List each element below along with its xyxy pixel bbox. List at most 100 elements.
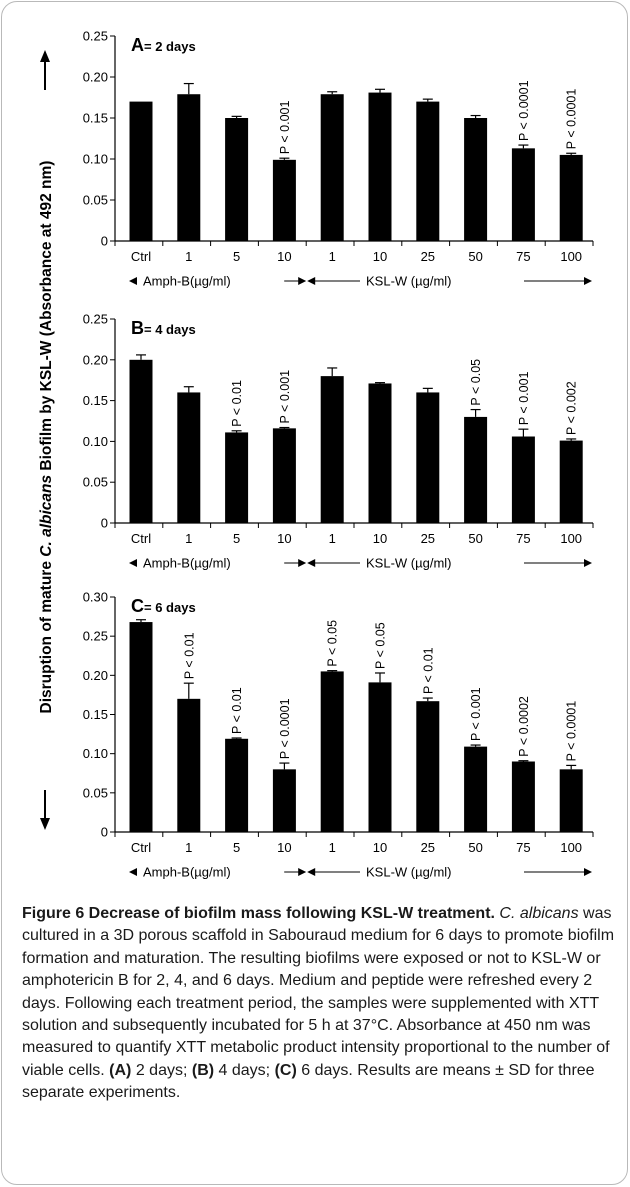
- y-tick-label: 0.10: [83, 434, 108, 449]
- bar: [129, 622, 153, 832]
- x-tick-label: 25: [421, 531, 435, 546]
- p-value-annotation: P < 0.01: [230, 380, 244, 427]
- bar: [272, 428, 296, 523]
- x-tick-label: 1: [185, 531, 192, 546]
- bar: [464, 416, 488, 523]
- bar: [225, 432, 249, 523]
- bar: [559, 769, 583, 832]
- y-tick-label: 0.25: [83, 29, 108, 44]
- x-tick-label: 100: [560, 840, 582, 855]
- caption-panel-a-label: (A): [109, 1061, 132, 1079]
- group-arrow-right: [584, 868, 592, 876]
- group-arrow-right: [298, 559, 307, 567]
- x-tick-label: 1: [329, 840, 336, 855]
- group-arrow-left: [129, 868, 137, 876]
- caption-panel-b-text: 4 days;: [214, 1061, 275, 1079]
- group-arrow-right: [298, 277, 307, 285]
- x-tick-label: 10: [373, 531, 387, 546]
- x-tick-label: 100: [560, 531, 582, 546]
- x-tick-label: 10: [373, 840, 387, 855]
- caption-panel-b-label: (B): [191, 1061, 215, 1079]
- bar: [177, 698, 201, 832]
- x-tick-label: 5: [233, 840, 240, 855]
- x-tick-label: 1: [329, 531, 336, 546]
- bar: [225, 738, 249, 832]
- y-tick-label: 0.20: [83, 668, 108, 683]
- y-tick-label: 0.25: [83, 629, 108, 644]
- bar: [320, 671, 344, 832]
- x-tick-label: 25: [421, 249, 435, 264]
- x-tick-label: Ctrl: [131, 249, 151, 264]
- x-tick-label: 5: [233, 531, 240, 546]
- group-arrow-right: [584, 277, 592, 285]
- group-label-ksl: KSL-W (µg/ml): [366, 274, 452, 289]
- p-value-annotation: P < 0.002: [565, 381, 579, 435]
- group-label-ksl: KSL-W (µg/ml): [366, 556, 452, 571]
- panel-a: A= 2 days 0 0.05 0.10 0.15 0.20 0.25 Ctrl 1 5 10 P …: [83, 29, 594, 289]
- group-arrow-right: [298, 868, 307, 876]
- p-value-annotation: P < 0.001: [469, 687, 483, 741]
- bar: [511, 761, 535, 832]
- y-tick-label: 0.25: [83, 312, 108, 327]
- bar: [511, 148, 535, 241]
- x-tick-label: Ctrl: [131, 531, 151, 546]
- caption-species: C. albicans: [499, 905, 579, 922]
- x-tick-label: 10: [277, 531, 291, 546]
- x-tick-label: 1: [329, 249, 336, 264]
- p-value-annotation: P < 0.0001: [517, 80, 531, 141]
- caption-body: was cultured in a 3D porous scaffold in …: [22, 905, 615, 1079]
- x-tick-label: 10: [277, 840, 291, 855]
- y-tick-label: 0.05: [83, 475, 108, 490]
- p-value-annotation: P < 0.001: [278, 370, 292, 424]
- group-arrow-left: [129, 559, 137, 567]
- x-tick-label: 75: [516, 840, 530, 855]
- caption-panel-c-text: 6 days. Results are means ± SD for three…: [22, 1061, 595, 1102]
- group-label-amph: Amph-B(µg/ml): [143, 865, 231, 880]
- group-arrow-left: [129, 277, 137, 285]
- x-tick-label: 10: [373, 249, 387, 264]
- p-value-annotation: P < 0.0002: [517, 696, 531, 757]
- x-tick-label: 25: [421, 840, 435, 855]
- bar: [416, 392, 440, 523]
- bar: [177, 392, 201, 523]
- x-tick-label: 50: [468, 840, 482, 855]
- y-tick-label: 0.05: [83, 193, 108, 208]
- p-value-annotation: P < 0.001: [278, 100, 292, 154]
- panel-c: C= 6 days 0 0.05 0.10 0.15 0.20 0.25 0.30 Ctrl 1 P…: [83, 590, 594, 880]
- bar: [368, 92, 392, 241]
- p-value-annotation: P < 0.0001: [565, 701, 579, 762]
- y-tick-label: 0: [101, 234, 108, 249]
- p-value-annotation: P < 0.001: [517, 371, 531, 425]
- bar: [559, 154, 583, 241]
- caption-panel-a-text: 2 days;: [131, 1061, 192, 1079]
- y-tick-label: 0.20: [83, 352, 108, 367]
- bar: [464, 118, 488, 241]
- y-axis-title-arrow-up: [40, 50, 50, 62]
- y-tick-label: 0.30: [83, 590, 108, 605]
- y-tick-label: 0.10: [83, 746, 108, 761]
- p-value-annotation: P < 0.01: [182, 632, 196, 679]
- bar: [559, 440, 583, 523]
- y-tick-label: 0.10: [83, 152, 108, 167]
- panel-b-title: B= 4 days: [131, 318, 196, 338]
- group-label-amph: Amph-B(µg/ml): [143, 556, 231, 571]
- panel-c-title: C= 6 days: [131, 596, 196, 616]
- x-tick-label: 10: [277, 249, 291, 264]
- panel-a-title: A= 2 days: [131, 35, 196, 55]
- y-axis-title: Disruption of mature C. albicans Biofilm…: [38, 161, 55, 714]
- bar: [177, 94, 201, 241]
- bar: [272, 769, 296, 832]
- caption-figure-title: Figure 6 Decrease of biofilm mass follow…: [22, 905, 495, 922]
- bar: [129, 359, 153, 523]
- bar: [320, 94, 344, 241]
- bar: [416, 101, 440, 241]
- group-arrow-right: [584, 559, 592, 567]
- p-value-annotation: P < 0.05: [469, 359, 483, 406]
- x-tick-label: 1: [185, 840, 192, 855]
- bar: [464, 746, 488, 832]
- bar: [129, 101, 153, 241]
- y-tick-label: 0: [101, 516, 108, 531]
- y-tick-label: 0.20: [83, 70, 108, 85]
